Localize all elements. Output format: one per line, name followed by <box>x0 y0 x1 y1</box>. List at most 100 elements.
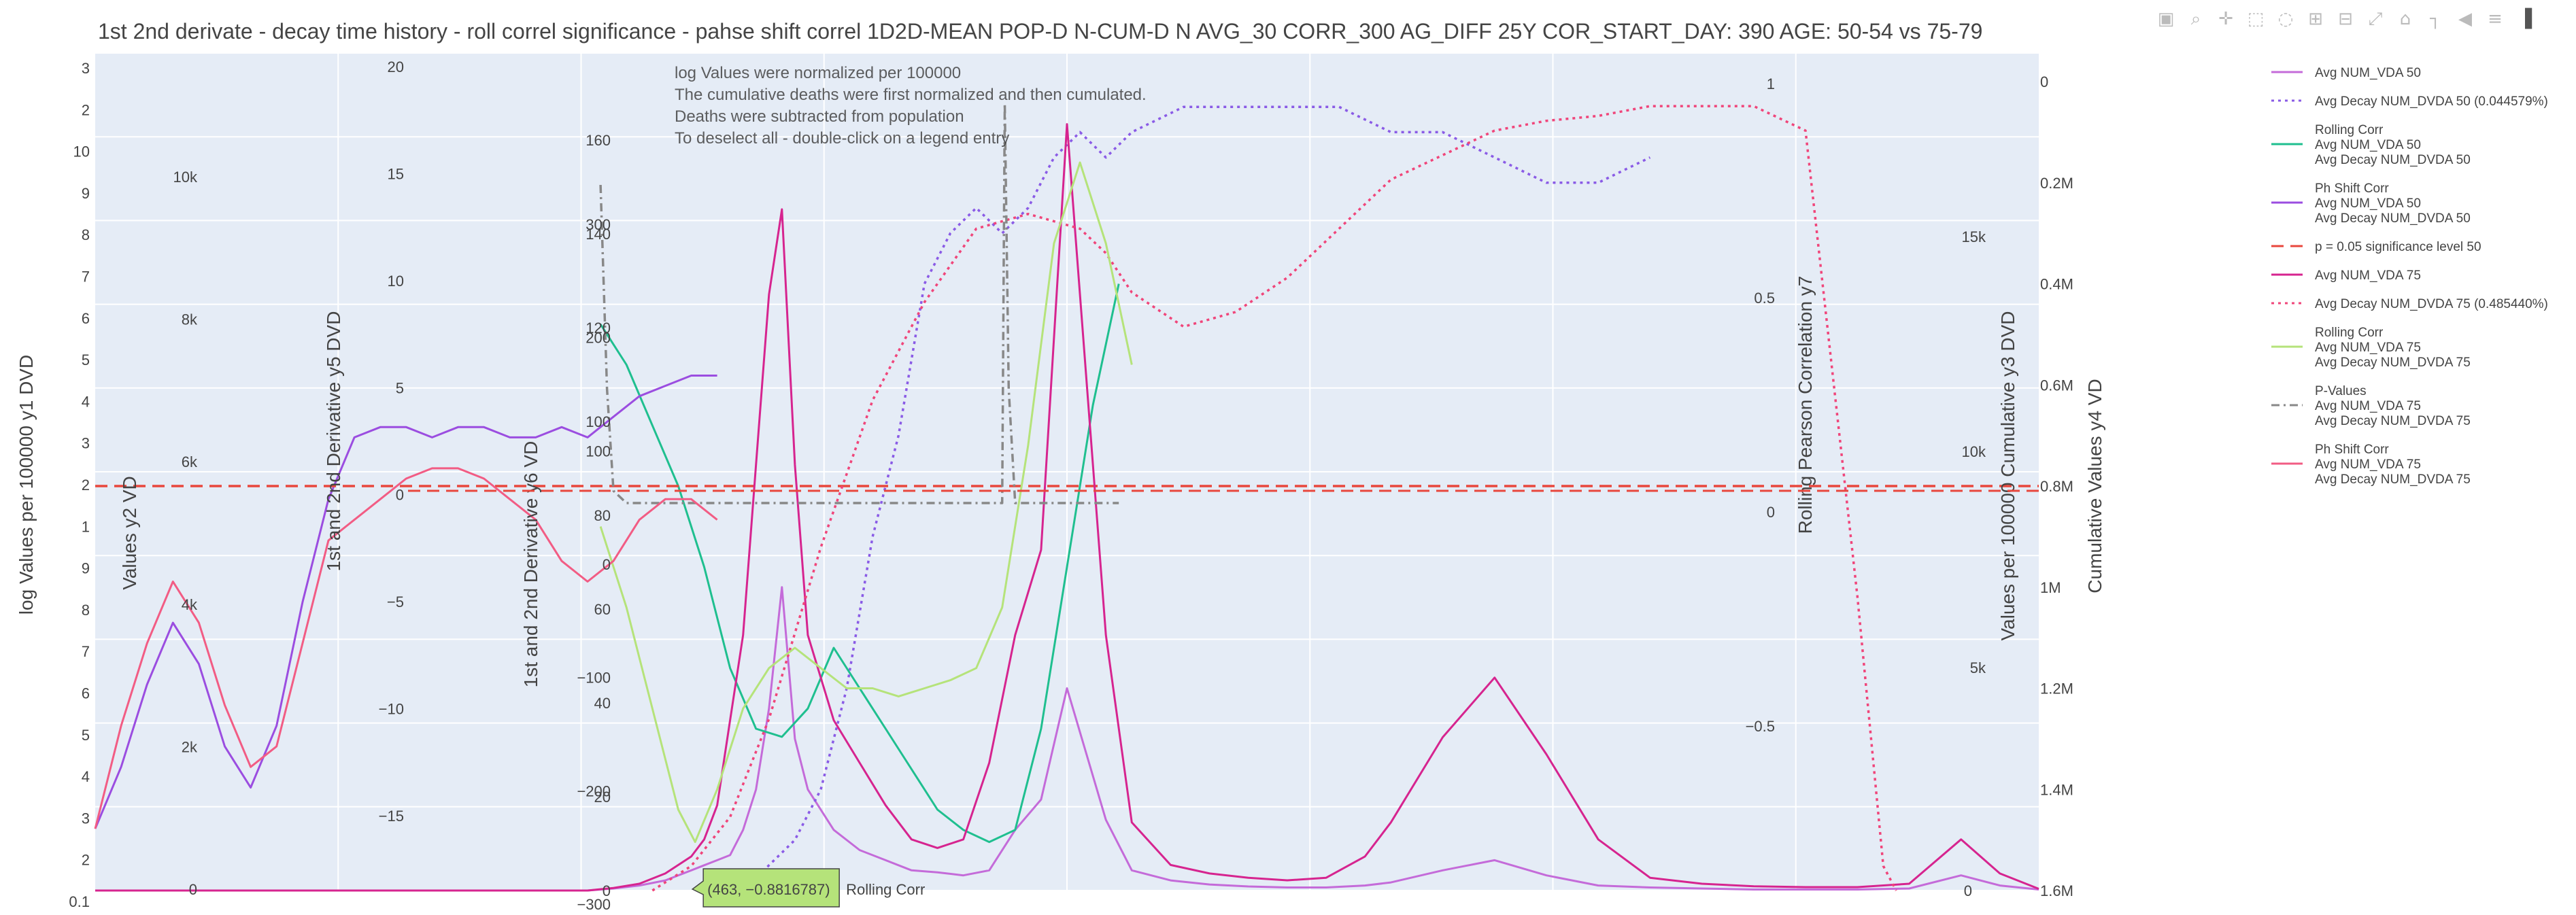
y5-tick-label: 20 <box>388 58 404 75</box>
legend-label: Avg NUM_VDA 50 <box>2315 66 2421 80</box>
annotations: log Values were normalized per 100000 The… <box>675 64 1147 148</box>
series-layer[interactable] <box>94 102 2039 892</box>
y2-tick-label: 2k <box>182 738 198 755</box>
legend[interactable]: Avg NUM_VDA 50 Avg Decay NUM_DVDA 50 (0.0… <box>2271 66 2548 487</box>
legend-label: Avg NUM_VDA 50 <box>2315 138 2421 152</box>
zoom-out-icon[interactable]: ⊟ <box>2338 9 2353 29</box>
y2-tick-label: 6k <box>182 453 198 470</box>
legend-label: Avg NUM_VDA 75 <box>2315 341 2421 355</box>
y7-axis-title: Rolling Pearson Correlation y7 <box>1795 276 1816 534</box>
y4-tick-label: 1.6M <box>2040 882 2073 899</box>
series-line-7[interactable] <box>651 105 1897 892</box>
tooltip-box <box>691 868 840 908</box>
autoscale-icon[interactable]: ⤢ <box>2368 9 2383 29</box>
reset-axes-icon[interactable]: ⌂ <box>2399 9 2411 29</box>
y6b-tick-label: 80 <box>594 507 611 524</box>
y1-tick-label: 1 <box>82 518 90 535</box>
y1-tick-label: 3 <box>82 810 90 827</box>
legend-item[interactable]: p = 0.05 significance level 50 <box>2271 240 2481 254</box>
annotation-text: Deaths were subtracted from population <box>675 107 964 126</box>
series-line-9[interactable] <box>599 102 1119 504</box>
legend-label: p = 0.05 significance level 50 <box>2315 240 2481 254</box>
y3-tick-label: 5k <box>1970 659 1986 676</box>
camera-icon[interactable]: ▣ <box>2157 9 2175 29</box>
y5-tick-label: 15 <box>388 165 404 182</box>
pan-icon[interactable]: ✛ <box>2218 9 2233 29</box>
y1-tick-label: 5 <box>82 351 90 368</box>
y4-tick-label: 0.6M <box>2040 377 2073 394</box>
legend-item[interactable]: Avg Decay NUM_DVDA 50 (0.044579%) <box>2271 94 2548 109</box>
legend-label: Rolling Corr <box>2315 123 2384 137</box>
legend-label: Avg Decay NUM_DVDA 75 <box>2315 472 2471 487</box>
y6-tick-label: 300 <box>586 216 611 233</box>
lasso-select-icon[interactable]: ◌ <box>2277 9 2294 29</box>
y5-tick-label: −15 <box>379 808 404 825</box>
y3-tick-label: 10k <box>1962 443 1986 460</box>
legend-label: P-Values <box>2315 384 2367 398</box>
y4-tick-label: 0.4M <box>2040 276 2073 293</box>
y1-axis-title: log Values per 100000 y1 DVD <box>16 355 37 615</box>
legend-label: Rolling Corr <box>2315 326 2384 340</box>
y1-tick-label: 9 <box>82 185 90 202</box>
y3-axis-title: Values per 100000 Cumulative y3 DVD <box>1997 311 2018 640</box>
y6-tick-label: 100 <box>586 443 611 460</box>
legend-label: Avg Decay NUM_DVDA 50 <box>2315 211 2471 226</box>
y6-axis-title: 1st and 2nd Derivative y6 VD <box>520 441 541 688</box>
series-line-10[interactable] <box>94 467 718 829</box>
y1-tick-label: 3 <box>82 435 90 452</box>
zoom-in-icon[interactable]: ⊞ <box>2308 9 2323 29</box>
y6-tick-label: −300 <box>577 896 611 913</box>
legend-label: Avg Decay NUM_DVDA 75 <box>2315 414 2471 428</box>
zoom-icon[interactable]: ⌕ <box>2190 9 2201 29</box>
hover-compare-icon[interactable]: ≡ <box>2488 9 2503 29</box>
y1-tick-label: 7 <box>82 643 90 660</box>
legend-item[interactable]: Avg NUM_VDA 50 <box>2271 66 2421 80</box>
series-line-8[interactable] <box>599 161 1133 844</box>
y4-axis-title: Cumulative Values y4 VD <box>2084 379 2105 593</box>
y1-tick-label: 4 <box>82 768 90 785</box>
y6-tick-label: 200 <box>586 330 611 347</box>
y5-tick-label: 0 <box>396 487 404 504</box>
series-line-2[interactable] <box>742 105 1651 892</box>
y5-tick-label: 10 <box>388 273 404 290</box>
legend-label: Ph Shift Corr <box>2315 443 2389 457</box>
series-line-6[interactable] <box>95 123 2039 892</box>
legend-item[interactable]: Avg Decay NUM_DVDA 75 (0.485440%) <box>2271 297 2548 311</box>
y1-tick-label: 6 <box>82 310 90 327</box>
series-line-4[interactable] <box>94 375 717 829</box>
box-select-icon[interactable]: ⬚ <box>2247 9 2265 29</box>
y6b-tick-label: 100 <box>586 413 611 430</box>
y6-tick-label: −200 <box>577 782 611 799</box>
legend-label: Avg NUM_VDA 75 <box>2315 269 2421 283</box>
y1-tick-label: 10 <box>73 143 90 160</box>
modebar[interactable]: ▣ ⌕ ✛ ⬚ ◌ ⊞ ⊟ ⤢ ⌂ ┐ ◀ ≡ ▐ <box>2156 5 2535 33</box>
y4-tick-label: 0 <box>2040 73 2048 90</box>
hover-tooltip: (463, −0.8816787) Rolling Corr <box>691 868 925 908</box>
hover-closest-icon[interactable]: ◀ <box>2458 9 2472 29</box>
y5-tick-label: −10 <box>379 701 404 718</box>
annotation-text: The cumulative deaths were first normali… <box>675 86 1147 104</box>
plotly-logo-icon[interactable]: ▐ <box>2518 9 2532 29</box>
y6b-tick-label: 40 <box>594 695 611 712</box>
y6b-tick-label: 60 <box>594 601 611 618</box>
annotation-text: To deselect all - double-click on a lege… <box>675 129 1009 148</box>
y1-tick-label: 2 <box>82 852 90 869</box>
y1-tick-label: 8 <box>82 226 90 243</box>
spike-lines-icon[interactable]: ┐ <box>2430 9 2441 29</box>
y2-axis-title: Values y2 VD <box>119 476 140 590</box>
gridlines <box>95 52 2039 891</box>
legend-label: Avg NUM_VDA 50 <box>2315 196 2421 211</box>
y5-tick-label: 5 <box>396 379 404 396</box>
y6b-tick-label: 120 <box>586 320 611 336</box>
y4-tick-label: 1.2M <box>2040 680 2073 697</box>
legend-item[interactable]: Avg NUM_VDA 75 <box>2271 269 2421 283</box>
y6-tick-label: −100 <box>577 670 611 687</box>
y1-tick-label: 4 <box>82 393 90 410</box>
y6b-tick-label: 160 <box>586 132 611 149</box>
